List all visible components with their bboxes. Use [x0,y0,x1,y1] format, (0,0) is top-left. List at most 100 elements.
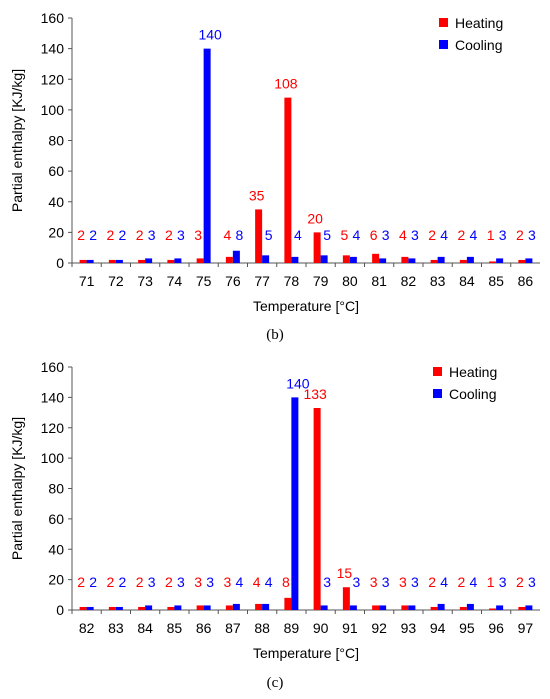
data-label-heating: 2 [136,227,144,243]
bar-heating [167,259,175,263]
bar-heating [372,253,380,263]
data-label-cooling: 3 [323,574,331,590]
data-label-heating: 2 [165,227,173,243]
bar-cooling [115,606,123,610]
data-label-cooling: 2 [89,574,97,590]
bar-cooling [145,605,153,610]
x-axis-label: Temperature [°C] [253,645,359,661]
data-label-heating: 20 [307,210,323,226]
data-label-heating: 3 [194,227,202,243]
x-tick-label: 90 [313,620,329,636]
y-tick-label: 160 [41,359,65,375]
data-label-cooling: 4 [352,227,360,243]
bar-cooling [437,603,445,610]
y-axis-label: Partial enthalpy [KJ/kg] [9,417,25,560]
data-label-cooling: 3 [528,227,536,243]
bar-cooling [86,606,94,610]
bar-heating [284,597,292,610]
x-tick-label: 78 [284,273,300,289]
bar-heating [489,608,497,610]
bar-cooling [86,259,94,263]
bar-heating [342,587,350,610]
bar-cooling [466,256,474,263]
x-tick-label: 73 [137,273,153,289]
data-label-cooling: 5 [323,227,331,243]
y-tick-label: 40 [48,194,64,210]
data-label-cooling: 3 [499,574,507,590]
x-tick-label: 82 [401,273,417,289]
bar-cooling [232,250,240,263]
legend-swatch-cooling [433,389,442,398]
x-tick-label: 86 [196,620,212,636]
y-tick-label: 100 [41,102,65,118]
data-label-cooling: 2 [89,227,97,243]
bar-heating [313,408,321,610]
data-label-cooling: 3 [382,227,390,243]
bar-heating [518,259,526,263]
bar-cooling [496,605,504,610]
caption-b: (b) [266,327,284,343]
bar-cooling [145,258,153,263]
data-label-cooling: 4 [469,574,477,590]
bar-heating [225,256,233,263]
x-tick-label: 77 [254,273,270,289]
x-tick-label: 83 [108,620,124,636]
data-label-heating: 2 [106,227,114,243]
bar-cooling [291,256,299,263]
bar-heating [372,605,380,610]
x-tick-label: 97 [518,620,534,636]
x-tick-label: 80 [342,273,358,289]
x-tick-label: 93 [401,620,417,636]
data-label-cooling: 140 [198,27,222,43]
bar-heating [342,255,350,263]
x-tick-label: 82 [79,620,95,636]
bar-cooling [174,258,182,263]
data-label-cooling: 140 [286,375,310,391]
data-label-heating: 4 [223,227,231,243]
y-tick-label: 80 [48,133,64,149]
x-tick-label: 84 [137,620,153,636]
x-tick-label: 91 [342,620,358,636]
bar-heating [284,97,292,263]
y-tick-label: 100 [41,450,65,466]
x-tick-label: 87 [225,620,241,636]
data-label-cooling: 3 [177,227,185,243]
data-label-cooling: 4 [469,227,477,243]
y-tick-label: 60 [48,163,64,179]
data-label-cooling: 3 [411,574,419,590]
bar-heating [196,605,204,610]
data-label-heating: 2 [516,227,524,243]
y-tick-label: 20 [48,572,64,588]
y-tick-label: 40 [48,541,64,557]
bar-cooling [320,255,328,263]
bar-cooling [408,258,416,263]
data-label-heating: 3 [194,574,202,590]
bar-heating [313,232,321,263]
data-label-heating: 2 [457,227,465,243]
y-tick-label: 80 [48,481,64,497]
bar-cooling [203,48,211,263]
data-label-heating: 108 [274,76,298,92]
x-tick-label: 81 [371,273,387,289]
x-tick-label: 84 [459,273,475,289]
data-label-cooling: 3 [148,574,156,590]
bar-heating [225,605,233,610]
caption-c: (c) [266,675,284,691]
y-tick-label: 20 [48,224,64,240]
bar-cooling [525,258,533,263]
data-label-heating: 5 [340,227,348,243]
data-label-heating: 35 [249,187,265,203]
chart-c: 0 20 40 60 80 100 120 140 160 82 2 2 83 2 2 84 2 3 85 2 3 86 3… [0,354,550,672]
y-tick-label: 120 [41,71,65,87]
bar-cooling [349,256,357,263]
data-label-heating: 2 [428,574,436,590]
bar-heating [255,209,263,263]
bar-cooling [174,605,182,610]
data-label-cooling: 5 [265,227,273,243]
data-label-heating: 2 [428,227,436,243]
bar-cooling [466,603,474,610]
x-tick-label: 86 [518,273,534,289]
data-label-cooling: 4 [265,574,273,590]
data-label-heating: 4 [253,574,261,590]
